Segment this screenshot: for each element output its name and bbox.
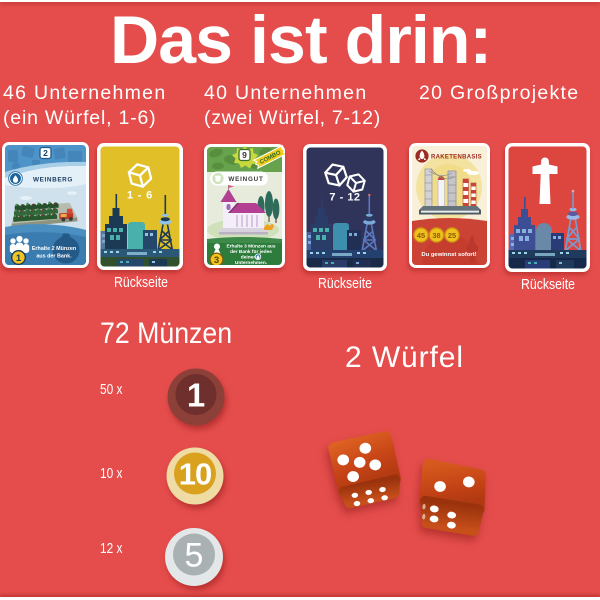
svg-text:deiner: deiner: [241, 254, 256, 260]
svg-text:RAKETENBASIS: RAKETENBASIS: [431, 155, 482, 161]
svg-text:Erhalte 3 Münzen aus: Erhalte 3 Münzen aus: [226, 244, 275, 250]
svg-text:WEINBERG: WEINBERG: [33, 176, 73, 183]
svg-text:2: 2: [43, 148, 48, 158]
svg-text:3: 3: [214, 255, 219, 266]
svg-text:9: 9: [242, 150, 247, 160]
svg-text:45: 45: [417, 231, 425, 240]
svg-text:10: 10: [179, 457, 211, 492]
svg-text:1: 1: [187, 377, 205, 414]
svg-text:7 - 12: 7 - 12: [329, 192, 360, 204]
svg-text:38: 38: [432, 231, 440, 240]
svg-text:Du gewinnst sofort!: Du gewinnst sofort!: [421, 252, 476, 258]
svg-text:1 - 6: 1 - 6: [127, 190, 153, 202]
svg-text:Erhalte 2 Münzen: Erhalte 2 Münzen: [32, 246, 76, 252]
svg-text:5: 5: [185, 537, 204, 575]
svg-text:aus der Bank.: aus der Bank.: [36, 254, 72, 260]
svg-text:der Bank für jedes: der Bank für jedes: [230, 249, 272, 255]
svg-text:WEINGUT: WEINGUT: [228, 176, 263, 183]
svg-text:1: 1: [16, 253, 22, 264]
svg-text:Unternehmen.: Unternehmen.: [235, 260, 267, 266]
svg-text:25: 25: [448, 231, 456, 240]
